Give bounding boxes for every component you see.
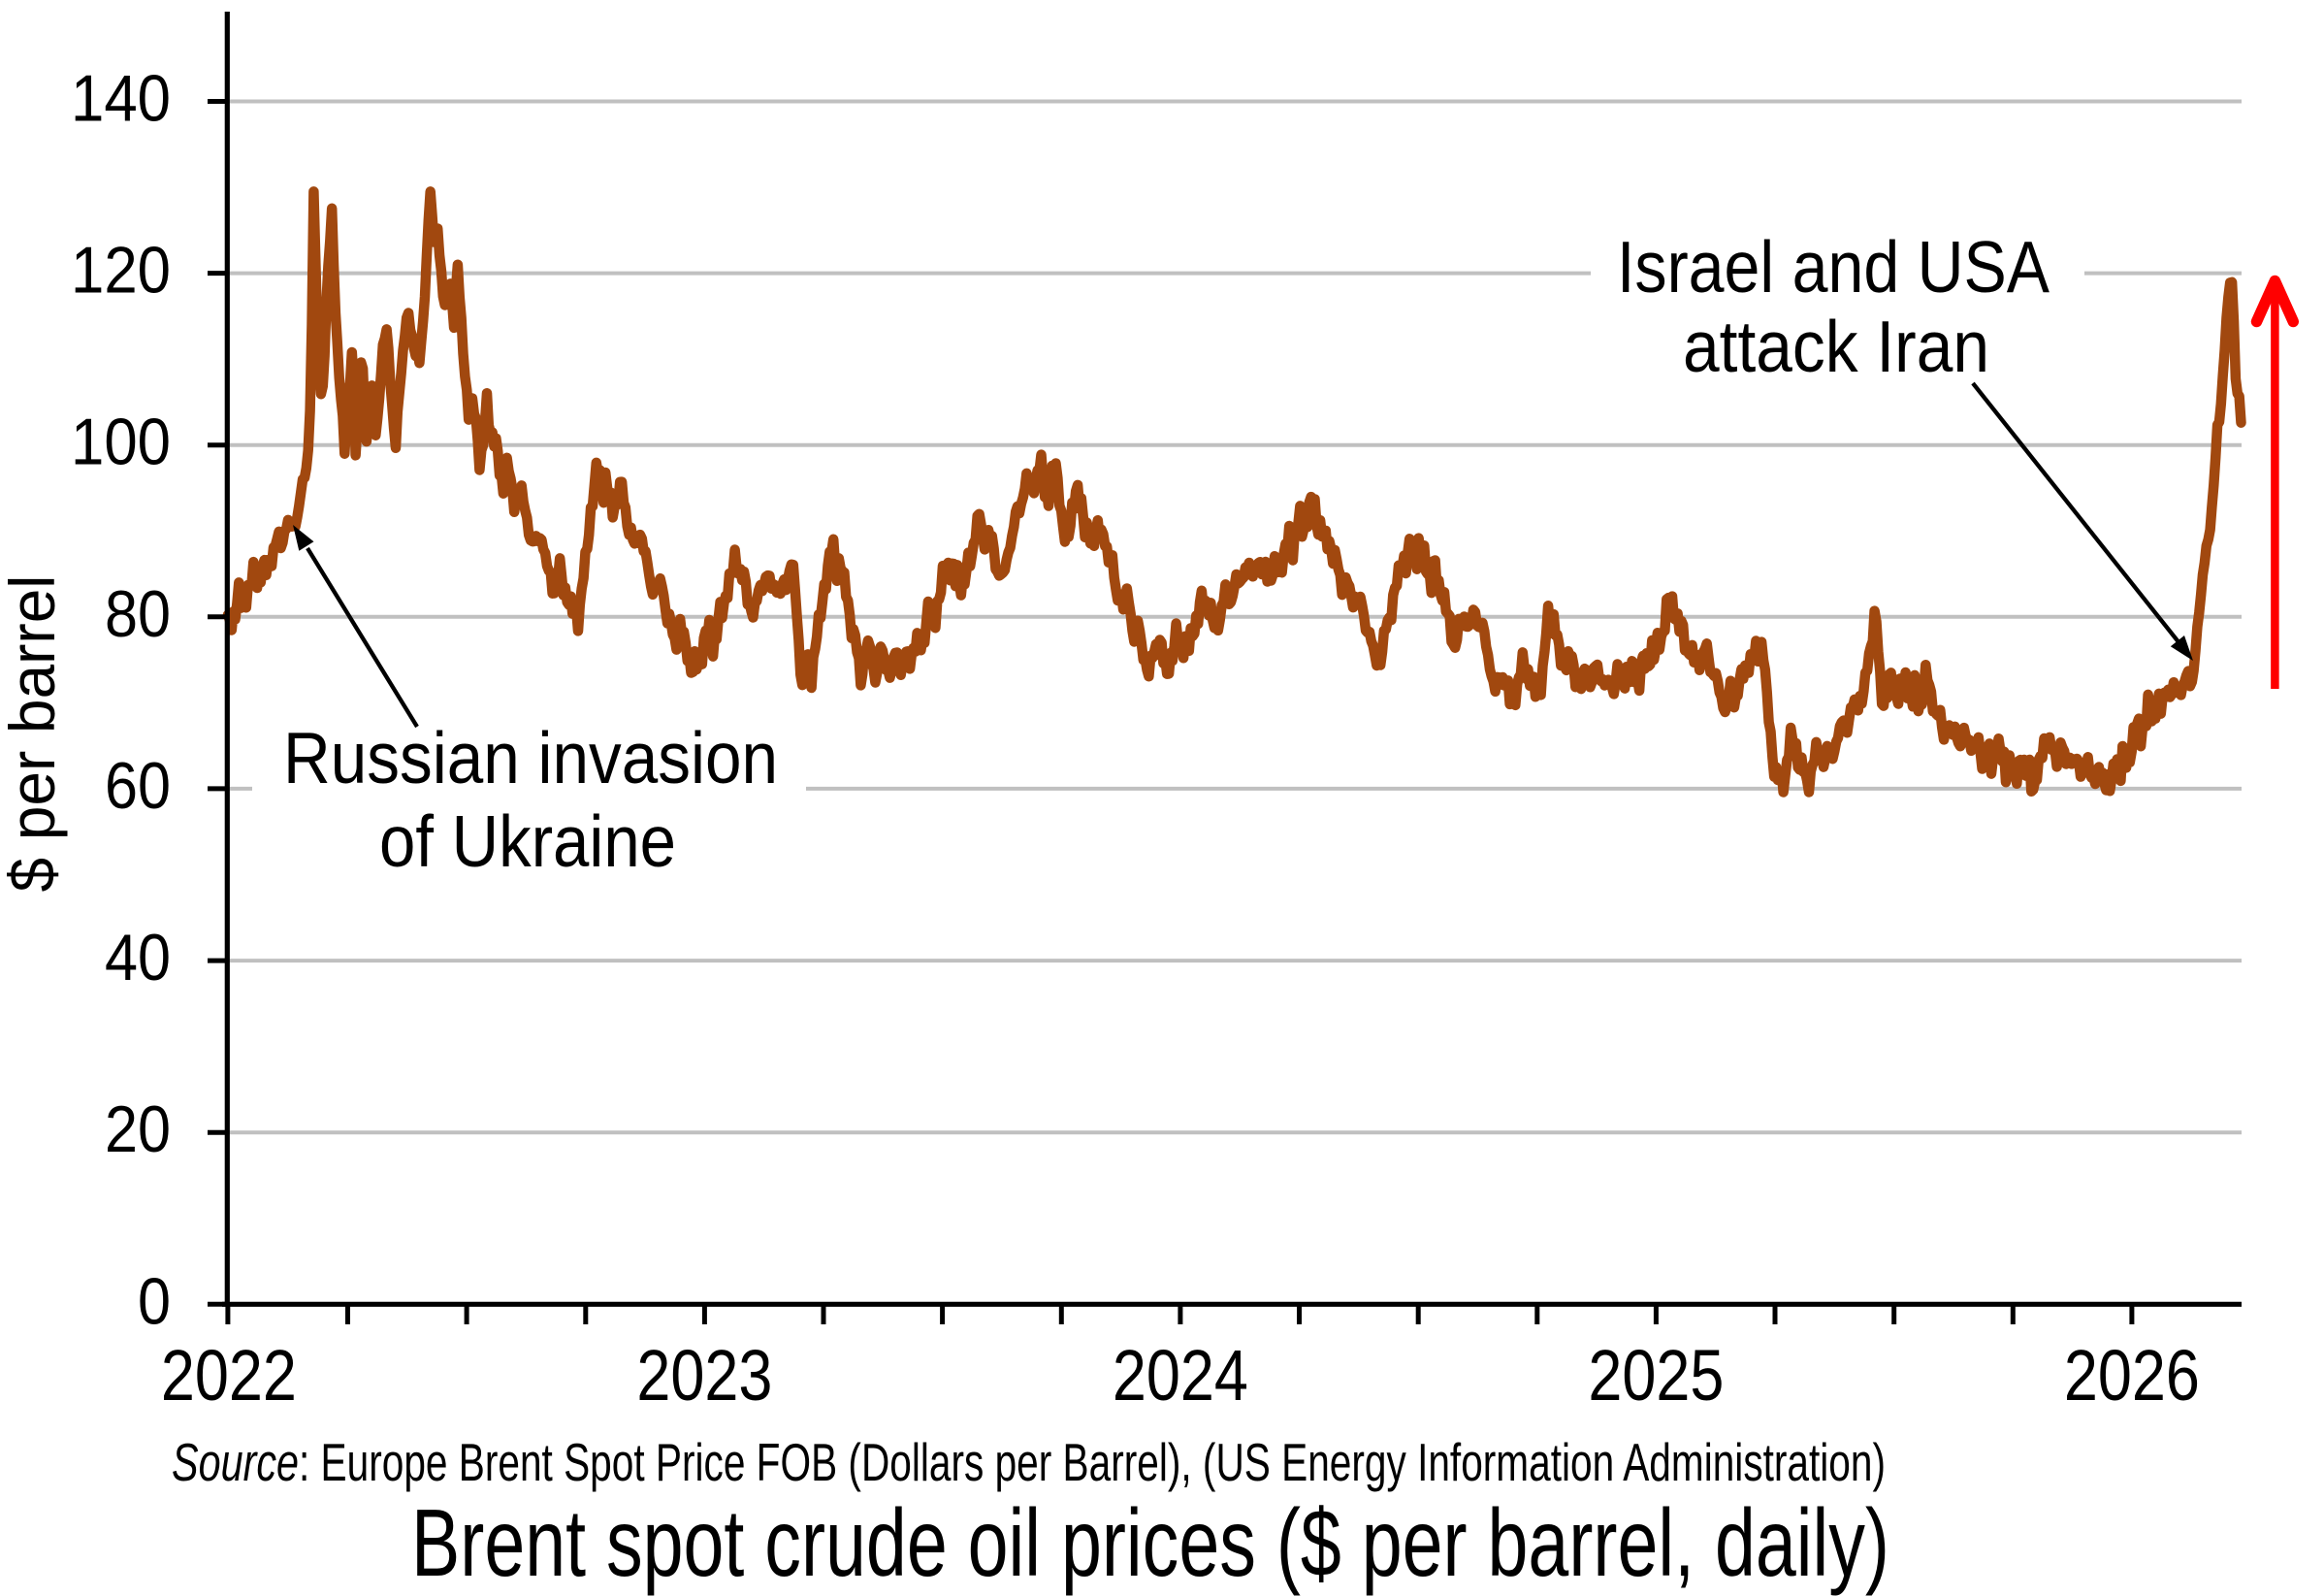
svg-text:Brent spot crude oil prices ($: Brent spot crude oil prices ($ per barre… bbox=[411, 1489, 1889, 1596]
svg-text:attack Iran: attack Iran bbox=[1683, 306, 1989, 387]
svg-text:: Europe Brent Spot Price FOB: : Europe Brent Spot Price FOB (Dollars p… bbox=[299, 1432, 1886, 1492]
svg-text:Source: Source bbox=[172, 1432, 299, 1492]
svg-text:Israel and USA: Israel and USA bbox=[1617, 226, 2050, 308]
svg-text:of Ukraine: of Ukraine bbox=[379, 800, 676, 882]
svg-text:2025: 2025 bbox=[1588, 1335, 1724, 1416]
svg-text:2023: 2023 bbox=[636, 1335, 772, 1416]
svg-text:80: 80 bbox=[105, 577, 171, 651]
svg-text:40: 40 bbox=[105, 921, 171, 994]
svg-text:0: 0 bbox=[138, 1264, 171, 1338]
svg-text:2026: 2026 bbox=[2064, 1335, 2200, 1416]
svg-text:2024: 2024 bbox=[1113, 1335, 1248, 1416]
svg-text:120: 120 bbox=[71, 234, 171, 308]
svg-text:100: 100 bbox=[71, 406, 171, 479]
svg-text:$ per barrel: $ per barrel bbox=[0, 575, 68, 893]
svg-text:Russian invasion: Russian invasion bbox=[283, 717, 778, 798]
svg-text:2022: 2022 bbox=[161, 1335, 297, 1416]
svg-text:140: 140 bbox=[71, 62, 171, 136]
svg-text:20: 20 bbox=[105, 1092, 171, 1166]
svg-text:60: 60 bbox=[105, 749, 171, 823]
